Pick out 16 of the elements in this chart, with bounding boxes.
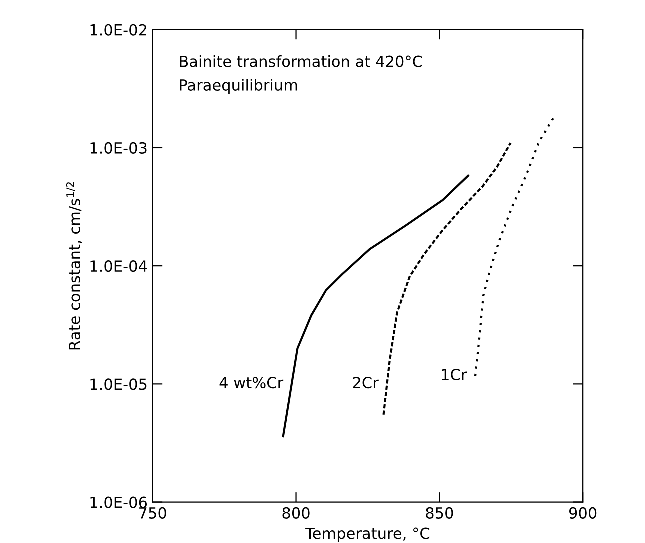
y-tick-label: 1.0E-05 <box>90 378 147 390</box>
series-label: 2Cr <box>353 377 379 389</box>
x-tick-label: 750 <box>140 507 166 519</box>
x-tick-label: 800 <box>282 507 310 519</box>
x-tick-label: 900 <box>569 507 597 519</box>
y-tick-label: 1.0E-06 <box>90 496 148 508</box>
y-tick-label: 1.0E-03 <box>90 142 147 154</box>
y-axis-title: Rate constant, cm/s$^{1/2}$ <box>66 182 82 350</box>
series-label: 4 wt%Cr <box>220 377 284 389</box>
series-label: 1Cr <box>442 368 468 381</box>
x-axis-title: Temperature, °C <box>306 528 430 542</box>
annotation: Paraequilibrium <box>180 79 298 94</box>
x-tick-label: 850 <box>426 507 454 519</box>
y-tick-label: 1.0E-02 <box>90 24 146 36</box>
y-tick-label: 1.0E-04 <box>90 260 148 272</box>
annotation: Bainite transformation at 420°C <box>180 56 422 68</box>
